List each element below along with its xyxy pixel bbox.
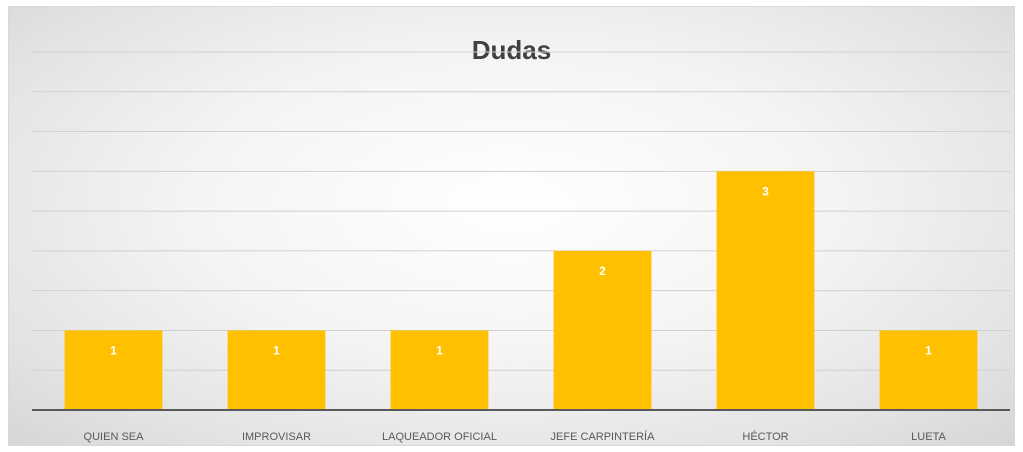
data-label: 2 (599, 264, 606, 278)
data-label: 1 (925, 343, 932, 357)
bar (390, 330, 489, 410)
bar (879, 330, 978, 410)
data-label: 3 (762, 184, 769, 198)
bar (716, 171, 815, 410)
category-label: HÉCTOR (742, 430, 788, 443)
category-label: LUETA (911, 431, 946, 443)
category-label: IMPROVISAR (242, 431, 311, 443)
chart-frame: Dudas (8, 6, 1015, 446)
data-label: 1 (436, 343, 443, 357)
category-labels: QUIEN SEA IMPROVISAR LAQUEADOR OFICIAL JEFE… (84, 430, 947, 443)
category-label: JEFE CARPINTERÍA (551, 430, 656, 443)
data-label: 1 (273, 343, 280, 357)
bar (227, 330, 326, 410)
bar (553, 250, 652, 410)
chart-title: Dudas (471, 35, 552, 65)
category-label: LAQUEADOR OFICIAL (382, 431, 497, 443)
bar (64, 330, 163, 410)
bars: 1 1 1 2 3 1 (64, 171, 978, 410)
category-label: QUIEN SEA (84, 431, 145, 443)
gridlines (32, 51, 1010, 371)
data-label: 1 (110, 343, 117, 357)
